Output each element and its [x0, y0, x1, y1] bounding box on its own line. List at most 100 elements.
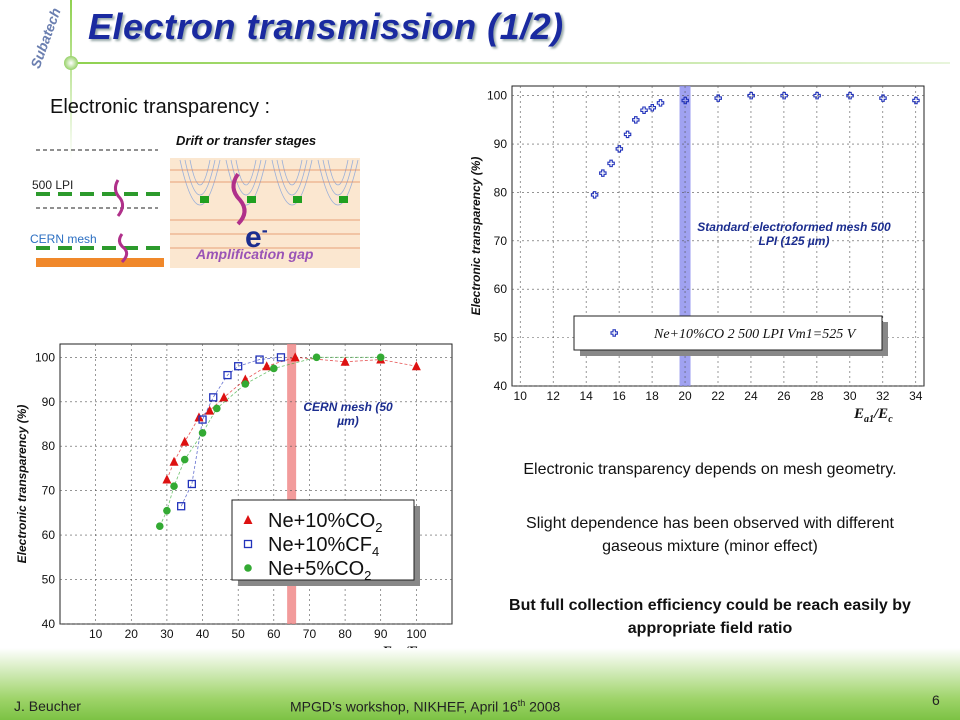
x-tick-label: 60 [267, 627, 281, 641]
x-tick-label: 30 [160, 627, 174, 641]
x-tick-label: 12 [547, 389, 561, 403]
mesh-schematic: Drift or transfer stages 500 LPI CERN me… [30, 130, 380, 270]
y-tick-label: 60 [42, 528, 56, 542]
y-tick-label: 50 [494, 331, 508, 345]
legend-label: Ne+10%CO 2 500 LPI Vm1=525 V [653, 327, 857, 342]
data-point [590, 191, 599, 199]
schematic-drawing [36, 149, 360, 268]
data-point [290, 352, 300, 362]
electron-symbol: e- [245, 220, 268, 254]
x-tick-label: 18 [645, 389, 659, 403]
legend-marker [610, 329, 618, 337]
footer-band [0, 648, 960, 720]
y-tick-label: 60 [494, 282, 508, 296]
legend-marker [244, 564, 252, 572]
x-tick-label: 10 [89, 627, 103, 641]
y-tick-label: 80 [42, 439, 56, 453]
x-tick-label: 100 [406, 627, 426, 641]
data-point [162, 474, 172, 484]
data-point [912, 96, 920, 105]
logo-dot-icon [64, 56, 78, 70]
data-point [180, 455, 189, 464]
x-tick-label: 20 [125, 627, 139, 641]
data-point [632, 116, 640, 124]
data-point [879, 94, 887, 102]
subatech-logo: Subatech [27, 5, 64, 71]
footer-event: MPGD’s workshop, NIKHEF, April 16th 2008 [290, 698, 561, 715]
data-point [155, 522, 164, 531]
y-axis-label: Electronic transparency (%) [15, 405, 29, 564]
y-tick-label: 70 [494, 234, 508, 248]
data-point [163, 506, 171, 515]
x-tick-label: 40 [196, 627, 210, 641]
legend-label: Ne+10%CF4 [268, 534, 379, 559]
data-point [640, 106, 648, 114]
y-tick-label: 100 [35, 350, 55, 364]
legend-box [231, 499, 415, 581]
chart1-annotation: CERN mesh (50 µm) [303, 400, 393, 428]
y-tick-label: 50 [42, 573, 56, 587]
data-point [209, 393, 218, 402]
x-tick-label: 20 [678, 389, 692, 403]
data-point [623, 130, 632, 139]
chart-standard-mesh: 10 12 14 16 18 20 22 24 26 28 30 32 34 40 50 60 70 80 90 10… [462, 84, 932, 430]
y-tick-label: 40 [494, 379, 508, 393]
data-point [255, 355, 264, 364]
data-point [213, 404, 221, 413]
data-point [234, 362, 243, 371]
data-point [241, 380, 250, 388]
x-tick-label: 30 [843, 389, 857, 403]
x-tick-label: 32 [876, 389, 890, 403]
data-point [714, 94, 722, 102]
y-tick-label: 70 [42, 484, 56, 498]
data-point [813, 91, 821, 100]
data-point [187, 479, 197, 489]
legend-label: Ne+5%CO2 [268, 558, 371, 583]
y-tick-label: 90 [42, 395, 56, 409]
data-point [205, 405, 215, 415]
cern-mesh-label: CERN mesh [30, 232, 97, 246]
text-collection-efficiency: But full collection efficiency could be … [509, 597, 911, 638]
x-tick-label: 70 [303, 627, 317, 641]
chart-cern-mesh-svg: 10 20 30 40 50 60 70 80 90 100 40 50 60 70 80 90 100 Elec… [15, 343, 453, 662]
x-tick-label: 14 [579, 389, 593, 403]
x-tick-label: 26 [777, 389, 791, 403]
data-point [648, 104, 657, 112]
y-tick-label: 80 [494, 185, 508, 199]
x-tick-label: 24 [744, 389, 758, 403]
x-tick-label: 90 [374, 627, 388, 641]
footer-author: J. Beucher [14, 698, 81, 714]
data-point [376, 353, 385, 362]
data-point [780, 91, 788, 100]
data-point [846, 91, 854, 100]
x-tick-label: 28 [810, 389, 824, 403]
data-point [615, 145, 624, 153]
data-point [681, 96, 689, 105]
data-point [270, 364, 278, 373]
data-point [747, 91, 755, 100]
data-point [223, 370, 232, 380]
drift-label: Drift or transfer stages [176, 133, 317, 148]
chart-standard-mesh-svg: 10 12 14 16 18 20 22 24 26 28 30 32 34 40 50 60 70 80 90 10… [469, 85, 925, 425]
x-tick-label: 80 [338, 627, 352, 641]
data-point [198, 415, 207, 424]
series-fit-line [166, 356, 417, 480]
lpi-label: 500 LPI [32, 178, 74, 192]
x-tick-label: 22 [711, 389, 725, 403]
data-point [262, 361, 272, 371]
data-point [656, 99, 665, 107]
x-tick-label: 34 [909, 389, 923, 403]
data-point [169, 456, 179, 466]
series-fit-line [180, 356, 281, 507]
subtitle: Electronic transparency : [50, 96, 271, 118]
text-gas-dependence: Slight dependence has been observed with… [526, 515, 894, 556]
data-point [170, 482, 178, 491]
data-point [312, 353, 321, 362]
page-title: Electron transmission (1/2) [88, 6, 564, 47]
chart2-annotation: Standard electroformed mesh 500 LPI (125… [697, 220, 891, 248]
data-point [340, 356, 350, 366]
legend-marker [243, 539, 253, 549]
header-divider [70, 62, 950, 64]
legend-box [573, 315, 883, 351]
legend-marker [243, 515, 253, 524]
